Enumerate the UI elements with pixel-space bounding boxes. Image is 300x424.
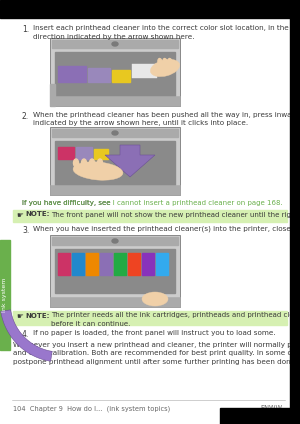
Bar xyxy=(52,237,178,245)
Bar xyxy=(52,40,178,48)
Bar xyxy=(128,253,140,275)
Text: The printer needs all the ink cartridges, printheads and printhead cleaners to b: The printer needs all the ink cartridges… xyxy=(51,312,300,327)
Bar xyxy=(50,84,55,106)
Bar xyxy=(55,141,175,185)
Bar xyxy=(100,253,112,275)
Bar xyxy=(112,70,130,82)
Text: ☛: ☛ xyxy=(16,212,23,220)
Ellipse shape xyxy=(98,159,103,167)
Text: Whenever you insert a new printhead and cleaner, the printer will normally perfo: Whenever you insert a new printhead and … xyxy=(13,342,300,365)
Bar xyxy=(290,0,300,424)
Ellipse shape xyxy=(112,131,118,135)
Text: ENWW: ENWW xyxy=(260,405,282,411)
Polygon shape xyxy=(1,310,52,361)
Ellipse shape xyxy=(112,239,118,243)
Ellipse shape xyxy=(158,59,162,65)
Bar xyxy=(0,0,300,18)
Text: If you have difficulty, see: If you have difficulty, see xyxy=(22,200,113,206)
Bar xyxy=(55,249,175,293)
Bar xyxy=(58,147,74,159)
Bar xyxy=(52,129,178,137)
Text: 1.: 1. xyxy=(22,25,29,34)
Text: Ink system: Ink system xyxy=(2,278,8,312)
Bar xyxy=(132,64,157,78)
Ellipse shape xyxy=(112,42,118,46)
Text: 2.: 2. xyxy=(22,112,29,121)
Ellipse shape xyxy=(142,292,168,306)
Bar xyxy=(58,66,86,82)
Bar xyxy=(156,253,168,275)
Ellipse shape xyxy=(89,159,94,167)
Ellipse shape xyxy=(73,162,123,180)
FancyBboxPatch shape xyxy=(50,38,180,106)
Bar xyxy=(86,253,98,275)
Bar xyxy=(220,408,290,424)
Bar xyxy=(94,149,108,159)
Text: When the printhead cleaner has been pushed all the way in, press inwards and dow: When the printhead cleaner has been push… xyxy=(33,112,300,126)
Bar xyxy=(58,253,70,275)
Bar xyxy=(114,253,126,275)
Bar xyxy=(72,253,84,275)
Ellipse shape xyxy=(74,159,79,167)
FancyBboxPatch shape xyxy=(50,235,180,307)
Polygon shape xyxy=(105,145,155,177)
Bar xyxy=(0,240,10,350)
Bar xyxy=(50,297,180,307)
Text: If you have difficulty, see I cannot insert a printhead cleaner on page 168.: If you have difficulty, see I cannot ins… xyxy=(22,200,283,206)
Text: 4.: 4. xyxy=(22,330,29,339)
Text: 104  Chapter 9  How do I...  (ink system topics): 104 Chapter 9 How do I... (ink system to… xyxy=(13,405,170,412)
Ellipse shape xyxy=(168,59,172,65)
Text: ☛: ☛ xyxy=(16,312,23,321)
Bar xyxy=(142,253,154,275)
Bar xyxy=(50,185,180,195)
FancyBboxPatch shape xyxy=(50,127,180,195)
Bar xyxy=(13,210,287,222)
Text: When you have inserted the printhead cleaner(s) into the printer, close the door: When you have inserted the printhead cle… xyxy=(33,226,300,232)
Bar xyxy=(88,68,110,82)
Bar xyxy=(50,96,180,106)
Ellipse shape xyxy=(82,159,86,167)
Text: If no paper is loaded, the front panel will instruct you to load some.: If no paper is loaded, the front panel w… xyxy=(33,330,276,336)
Ellipse shape xyxy=(163,59,167,65)
Ellipse shape xyxy=(150,59,180,77)
Text: Insert each printhead cleaner into the correct color slot location, in the servi: Insert each printhead cleaner into the c… xyxy=(33,25,300,39)
Bar xyxy=(76,147,92,159)
Text: 3.: 3. xyxy=(22,226,29,235)
Text: NOTE:: NOTE: xyxy=(25,212,50,218)
Bar xyxy=(13,311,287,325)
Text: NOTE:: NOTE: xyxy=(25,312,50,318)
Bar xyxy=(55,52,175,96)
Text: The front panel will not show the new printhead cleaner until the right-hand doo: The front panel will not show the new pr… xyxy=(51,212,300,218)
